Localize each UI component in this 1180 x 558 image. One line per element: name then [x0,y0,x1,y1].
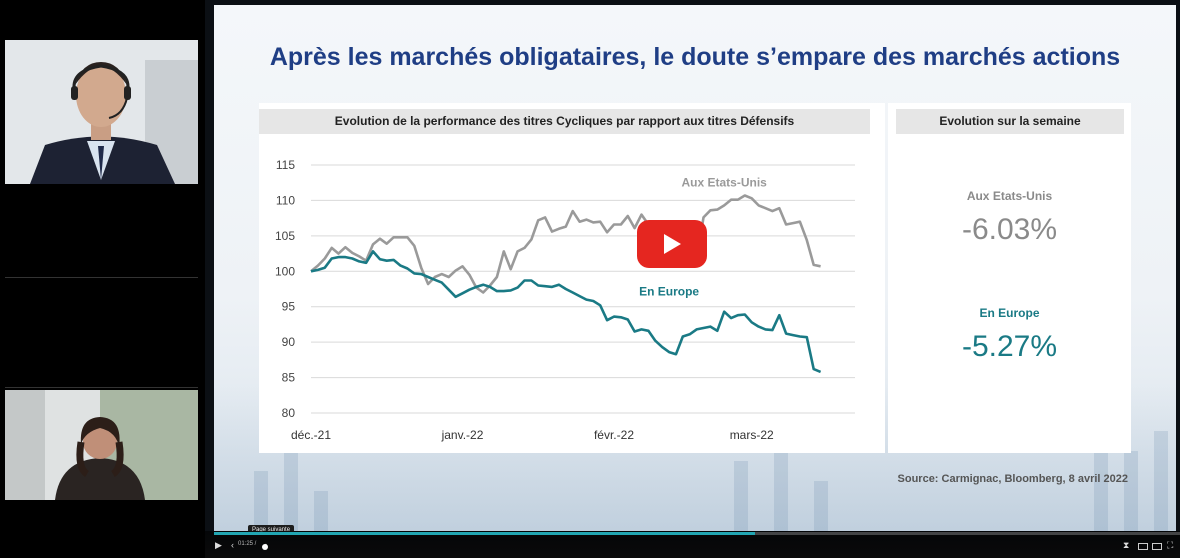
progress-fill [214,532,755,535]
y-tick-label: 110 [276,193,295,207]
y-tick-label: 90 [282,335,296,349]
participant-video [5,390,198,500]
picture-in-picture-icon[interactable] [1138,543,1148,550]
time-display: 01:25 / [238,541,257,547]
chart-title: Evolution de la performance des titres C… [259,109,870,134]
x-tick-label: janv.-22 [441,428,484,442]
x-tick-label: déc.-21 [291,428,331,442]
play-icon[interactable]: ▶ [215,540,222,550]
series-label: Aux Etats-Unis [681,175,767,189]
y-tick-label: 85 [282,371,296,385]
europe-weekly-value: -5.27% [961,330,1058,363]
presenter-figure [5,40,198,184]
series-label: En Europe [639,284,699,298]
performance-line-chart: 80 85 90 95 100 105 110 115 déc.-21 janv.-22 févr.… [275,158,855,442]
weekly-change-panel: Evolution sur la semaine Aux Etats-Unis … [888,103,1131,453]
x-tick-label: févr.-22 [594,428,634,442]
divider [5,387,198,388]
performance-chart-panel: Evolution de la performance des titres C… [259,103,885,453]
us-label: Aux Etats-Unis [966,189,1053,203]
us-weekly-value: -6.03% [961,213,1058,246]
weekly-panel-title: Evolution sur la semaine [896,109,1124,134]
participant-panel [0,0,205,558]
miniplayer-icon[interactable] [1152,543,1162,550]
europe-label: En Europe [979,306,1040,320]
slide-title: Après les marchés obligataires, le doute… [269,43,1121,71]
presentation-slide: Après les marchés obligataires, le doute… [214,5,1176,531]
captions-icon[interactable]: ⧗ [1123,540,1130,550]
next-page-tooltip: Page suivante [248,525,295,535]
series-line [310,194,821,294]
y-tick-label: 95 [282,300,296,314]
participant-figure [5,390,198,500]
y-tick-label: 80 [282,406,296,420]
series-line [310,250,822,374]
video-play-button[interactable] [637,220,707,268]
x-tick-label: mars-22 [730,428,774,442]
player-controls: ▶ ‹ › ⧗ ⛶ [205,531,1180,558]
divider [5,277,198,278]
y-tick-label: 100 [275,264,295,278]
source-note: Source: Carmignac, Bloomberg, 8 avril 20… [897,473,1128,485]
play-icon [664,234,681,254]
previous-page-icon[interactable]: ‹ [231,540,234,550]
fullscreen-icon[interactable]: ⛶ [1167,540,1174,550]
y-tick-label: 105 [275,229,295,243]
presenter-video [5,40,198,184]
scrub-handle[interactable] [262,544,268,550]
progress-bar[interactable] [214,532,1180,535]
y-tick-label: 115 [276,158,295,172]
